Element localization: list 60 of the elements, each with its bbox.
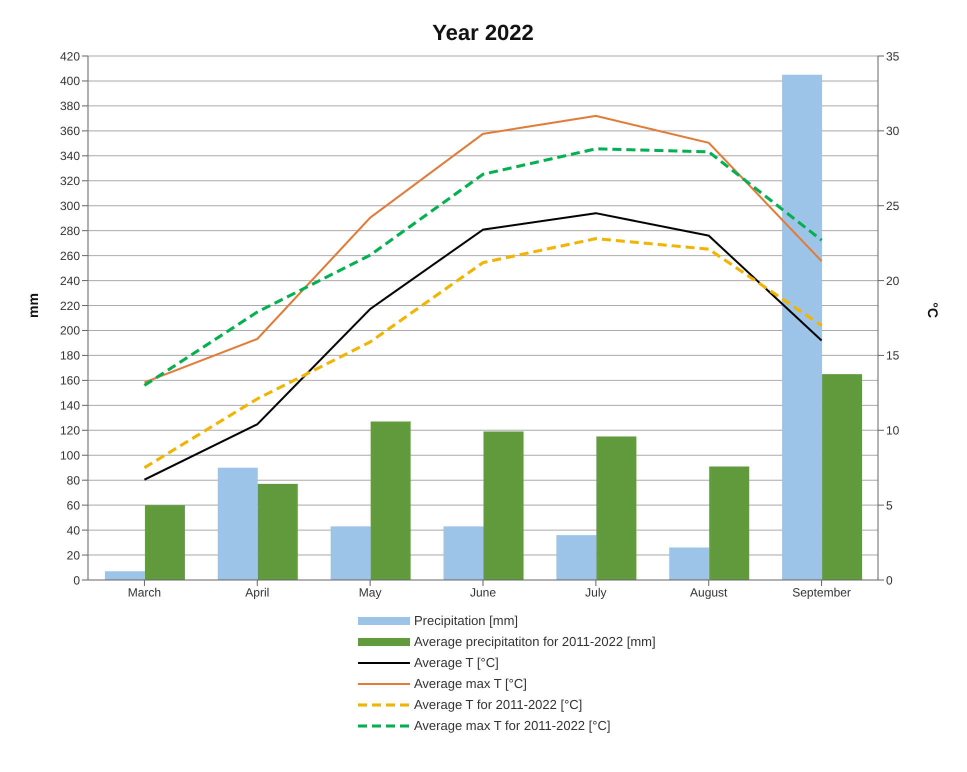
y2-tick-label: 5 [886,498,893,512]
x-tick-label: August [690,586,728,600]
y-tick-label: 120 [60,424,80,438]
bar [669,548,710,580]
bar [144,505,185,580]
y2-tick-label: 0 [886,573,893,588]
x-tick-label: September [792,586,851,600]
bar [258,484,298,580]
y-tick-label: 360 [60,124,80,138]
x-tick-label: July [585,586,607,600]
x-tick-label: May [358,586,382,600]
bar [822,374,862,580]
y-tick-label: 100 [60,448,80,462]
bar [484,432,524,580]
bar [444,526,484,580]
y-tick-label: 300 [60,198,80,213]
legend-label: Average max T for 2011-2022 [°C] [414,718,610,733]
legend-label: Average T for 2011-2022 [°C] [414,697,582,712]
bar [709,466,750,580]
chart-title: Year 2022 [431,20,535,46]
y-tick-label: 40 [66,523,80,538]
y-tick-label: 380 [60,99,80,114]
y-tick-label: 80 [66,473,80,488]
y-tick-label: 20 [66,548,80,562]
bar [218,468,258,580]
y2-tick-label: 25 [886,198,900,213]
bar [782,74,822,580]
x-tick-label: June [470,586,496,600]
y-tick-label: 320 [60,174,80,188]
y-tick-label: 240 [60,274,80,288]
y-tick-label: 220 [60,298,80,313]
y-axis-title: mm [24,293,41,318]
y-tick-label: 0 [73,573,80,588]
y2-tick-label: 30 [886,124,900,138]
y2-tick-label: 35 [886,49,900,64]
y-tick-label: 200 [60,324,80,338]
y-tick-label: 400 [60,74,80,88]
y-tick-label: 180 [60,348,80,363]
legend-label: Precipitation [mm] [414,613,518,628]
y-tick-label: 60 [66,498,80,512]
bar [596,436,636,580]
legend-label: Average T [°C] [414,655,499,670]
y-tick-label: 420 [60,49,80,64]
legend-label: Average precipitatiton for 2011-2022 [mm] [414,634,656,649]
y2-tick-label: 20 [886,274,900,288]
bar [370,422,411,580]
x-tick-label: March [128,586,162,600]
y-tick-label: 140 [60,398,80,413]
y-tick-label: 260 [60,248,80,263]
y-tick-label: 280 [60,224,80,238]
bar [104,571,145,580]
bar [556,535,596,580]
legend-label: Average max T [°C] [414,676,527,691]
y2-tick-label: 10 [886,424,900,438]
bar [330,526,371,580]
y-tick-label: 160 [60,374,80,388]
y-tick-label: 340 [60,149,80,164]
y2-axis-title: °C [925,302,942,318]
y2-tick-label: 15 [886,348,900,363]
x-tick-label: April [245,586,270,600]
